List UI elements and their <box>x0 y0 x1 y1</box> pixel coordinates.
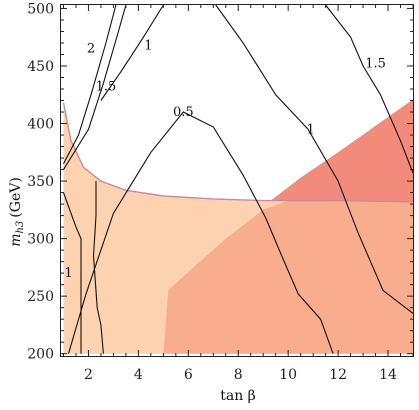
contour-label-7: 1.5 <box>365 57 386 72</box>
contour-lines <box>62 4 414 354</box>
x-tick-label: 10 <box>279 367 297 383</box>
contour-line-7 <box>325 4 414 174</box>
contour-label-1: 1.5 <box>96 80 117 95</box>
contour-line-2 <box>100 4 164 101</box>
y-axis-label-main: m <box>8 234 24 247</box>
contour-line-5 <box>92 181 104 354</box>
y-tick-label: 350 <box>27 174 54 190</box>
contour-label-2: 1 <box>144 38 152 53</box>
x-axis-label: tan β <box>220 388 256 404</box>
contour-label-6: 1 <box>307 122 315 137</box>
contour-line-1 <box>63 4 127 170</box>
x-tick-label: 12 <box>329 367 347 383</box>
contour-line-0 <box>63 4 117 165</box>
x-ticks: 2 4 6 8 10 12 14 <box>62 5 414 383</box>
y-ticks: 200 250 300 350 400 450 500 <box>27 1 413 363</box>
plot-regions <box>63 99 413 354</box>
dark-peach-region <box>163 200 413 354</box>
contour-labels: 2 1.5 1 0.5 1 1 1.5 <box>64 38 386 281</box>
y-tick-label: 500 <box>27 1 54 17</box>
x-tick-label: 14 <box>379 367 397 383</box>
y-axis-label-subscript: h3 <box>15 221 26 234</box>
boundary-line <box>62 102 414 203</box>
contour-label-4: 1 <box>64 266 72 281</box>
plot-frame <box>60 4 414 357</box>
y-tick-label: 450 <box>27 59 54 75</box>
x-tick-label: 8 <box>234 367 243 383</box>
y-tick-label: 400 <box>27 117 54 133</box>
x-tick-label: 4 <box>134 367 143 383</box>
y-tick-label: 300 <box>27 232 54 248</box>
y-axis-label-unit: (GeV) <box>8 177 24 218</box>
y-tick-label: 250 <box>27 289 54 305</box>
y-axis-label: mh3 (GeV) <box>8 177 26 247</box>
red-region <box>270 99 413 202</box>
contour-line-3 <box>67 111 334 354</box>
y-tick-label: 200 <box>27 347 54 363</box>
contour-label-3: 0.5 <box>173 105 194 120</box>
contour-label-0: 2 <box>87 42 95 57</box>
contour-line-4 <box>62 192 82 354</box>
x-tick-label: 2 <box>84 367 93 383</box>
contour-line-6 <box>215 4 414 314</box>
x-tick-label: 6 <box>184 367 193 383</box>
boundary-curve <box>62 102 414 203</box>
